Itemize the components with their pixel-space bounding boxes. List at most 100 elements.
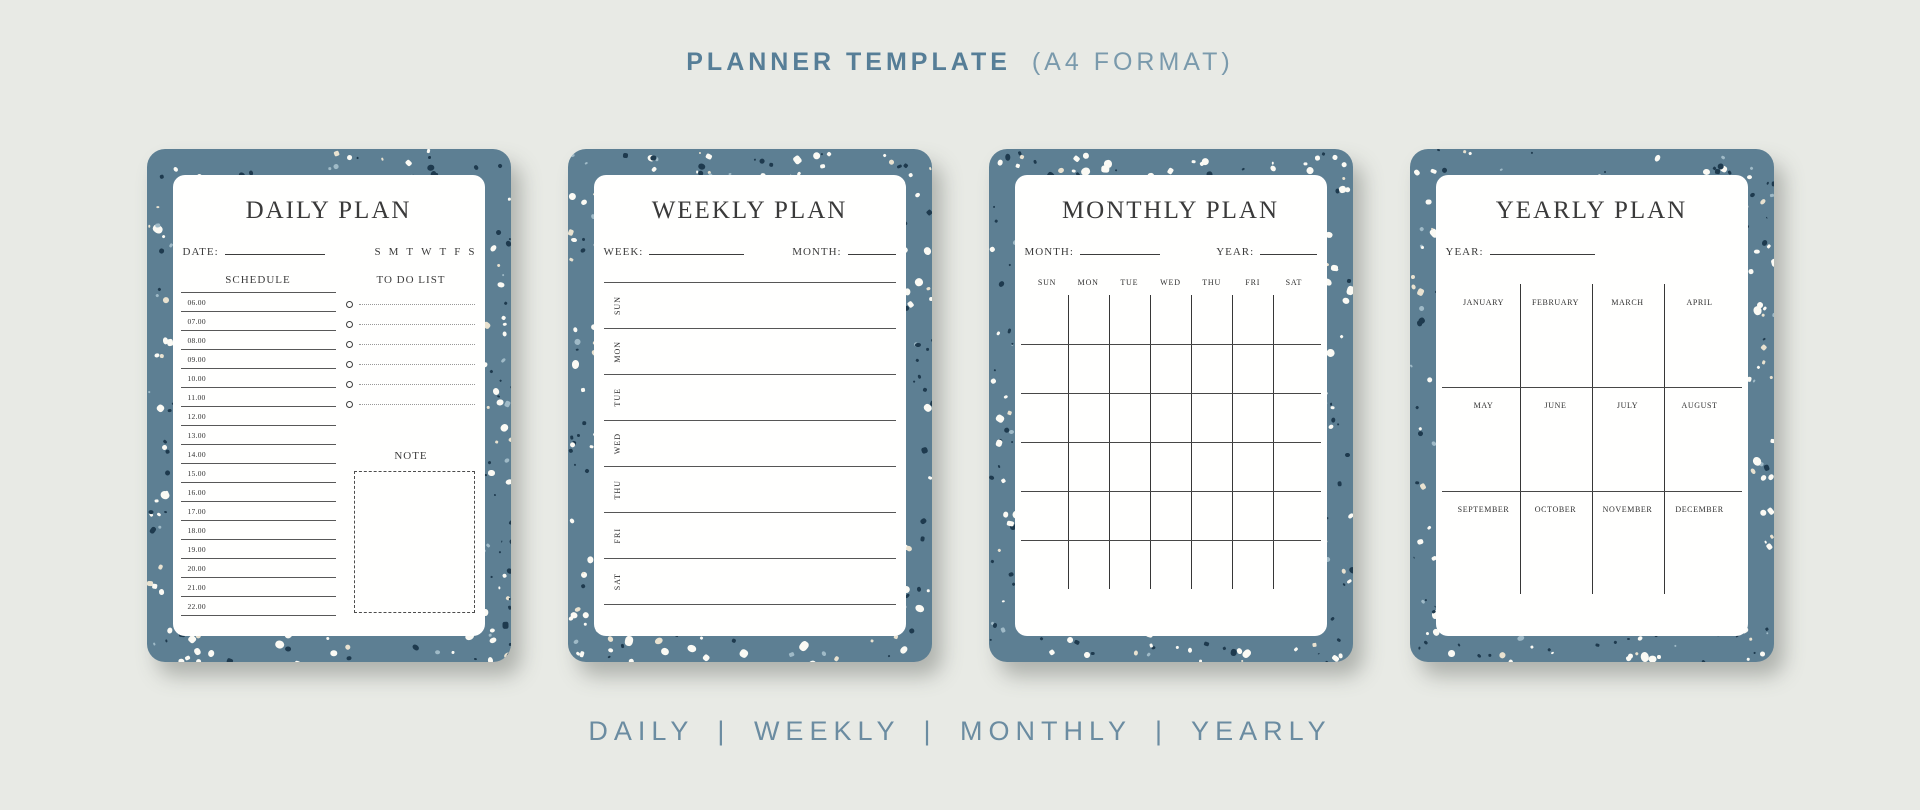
speckle — [994, 219, 999, 224]
daily-columns: SCHEDULE 06.00 07.00 08.00 09.00 10.00 11.00 1… — [180, 274, 477, 616]
speckle — [504, 457, 511, 464]
speckle — [1346, 578, 1353, 584]
speckle — [907, 300, 915, 308]
weekday-label: TUE — [1120, 278, 1139, 287]
schedule-row: 15.00 — [180, 464, 336, 483]
speckle — [1759, 197, 1767, 205]
speckle — [489, 628, 496, 634]
speckle — [1424, 199, 1432, 206]
speckle — [654, 636, 664, 645]
speckle — [325, 636, 330, 641]
speckle — [1748, 191, 1756, 198]
speckle — [1765, 627, 1769, 631]
week-initial: S — [468, 246, 475, 258]
weekday-label: MON — [1077, 278, 1099, 287]
speckle — [487, 657, 494, 662]
speckle — [427, 155, 432, 160]
speckle — [1410, 275, 1416, 280]
speckle — [992, 205, 996, 209]
speckle — [1336, 638, 1342, 643]
schedule-list: 06.00 07.00 08.00 09.00 10.00 11.00 12.00 13.00… — [180, 292, 336, 616]
speckle — [571, 359, 580, 370]
speckle — [487, 469, 496, 477]
speckle — [1425, 631, 1430, 636]
speckle — [498, 586, 501, 590]
speckle — [819, 163, 826, 169]
schedule-time: 22.00 — [187, 601, 206, 611]
speckle — [926, 588, 930, 592]
week-day-row: MON — [603, 329, 896, 375]
speckle — [499, 422, 511, 433]
speckle — [921, 446, 929, 455]
speckle — [1344, 452, 1350, 457]
speckle — [792, 154, 803, 165]
speckle — [195, 659, 202, 662]
speckle — [1230, 648, 1237, 656]
speckle — [567, 228, 575, 236]
speckle — [1765, 543, 1773, 551]
speckle — [508, 436, 511, 443]
schedule-row: 13.00 — [180, 426, 336, 445]
speckle — [192, 646, 202, 657]
speckle — [1048, 648, 1056, 656]
speckle — [812, 150, 822, 161]
week-day-label: TUE — [612, 388, 622, 407]
speckle — [568, 192, 577, 201]
speckle — [1747, 268, 1754, 275]
speckle — [157, 247, 165, 255]
week-initial: M — [388, 246, 399, 258]
year-blank-line — [1260, 243, 1317, 255]
speckle — [163, 469, 171, 477]
speckle — [502, 322, 507, 326]
note-box — [353, 471, 475, 613]
speckle — [1613, 640, 1618, 645]
speckle — [914, 191, 922, 198]
yearly-plan-page: YEARLY PLAN YEAR: JANUARY FEBRUARY MARCH AP… — [1435, 175, 1748, 636]
todo-row — [345, 314, 477, 334]
monthly-plan-title: MONTHLY PLAN — [1061, 197, 1280, 224]
speckle — [583, 467, 590, 474]
speckle — [922, 387, 928, 393]
year-blank-line — [1489, 243, 1595, 255]
speckle — [153, 352, 160, 358]
date-blank-line — [224, 243, 325, 255]
week-initial: W — [421, 246, 432, 258]
speckle — [820, 152, 824, 156]
speckle — [759, 158, 766, 165]
speckle — [1417, 646, 1421, 650]
speckle — [226, 657, 234, 662]
speckle — [1003, 511, 1009, 518]
page-title: PLANNER TEMPLATE (A4 FORMAT) — [0, 48, 1920, 77]
speckle — [1002, 395, 1009, 401]
speckle — [788, 651, 795, 657]
speckle — [926, 286, 932, 291]
speckle — [494, 440, 499, 444]
speckle — [607, 647, 614, 653]
speckle — [1761, 360, 1766, 365]
speckle — [584, 161, 588, 165]
speckle — [501, 315, 507, 321]
speckle — [1331, 417, 1336, 423]
speckle — [904, 545, 913, 553]
speckle — [1499, 167, 1504, 171]
todo-dotted-line — [358, 303, 475, 305]
title-format: (A4 FORMAT) — [1031, 48, 1234, 76]
speckle — [167, 408, 172, 413]
schedule-time: 11.00 — [187, 392, 206, 402]
weekly-plan-card: WEEKLY PLAN WEEK: MONTH: SUN MON TUE WED THU… — [567, 149, 932, 662]
speckle — [294, 659, 301, 662]
speckle — [1175, 646, 1179, 650]
speckle — [908, 627, 916, 635]
speckle — [997, 158, 1004, 166]
speckle — [570, 237, 578, 243]
week-day-row: THU — [603, 467, 896, 513]
speckle — [1083, 651, 1091, 658]
speckle — [581, 237, 586, 242]
weekly-plan-page: WEEKLY PLAN WEEK: MONTH: SUN MON TUE WED THU… — [593, 175, 906, 636]
speckle — [508, 520, 511, 526]
speckle — [1203, 640, 1210, 647]
speckle — [1530, 645, 1534, 649]
speckle — [500, 540, 503, 543]
speckle — [925, 209, 932, 217]
